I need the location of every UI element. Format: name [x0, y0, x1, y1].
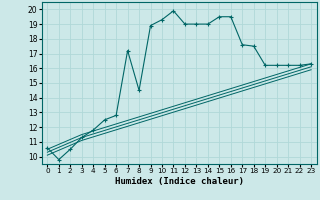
X-axis label: Humidex (Indice chaleur): Humidex (Indice chaleur) [115, 177, 244, 186]
